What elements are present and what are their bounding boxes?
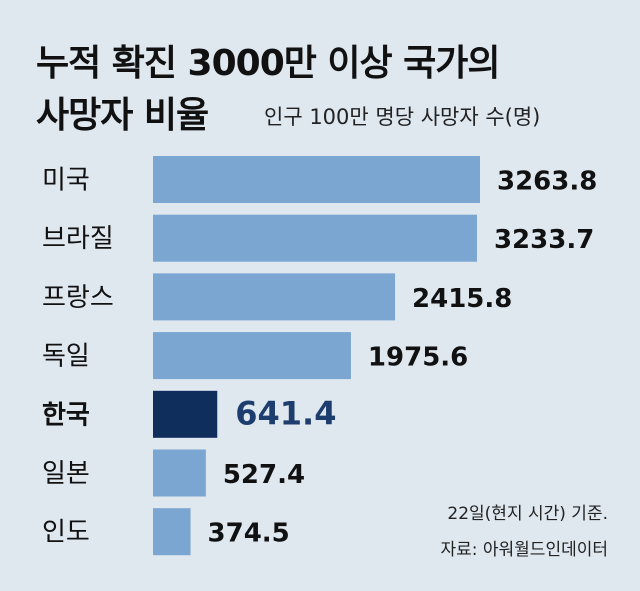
value-label-2: 2415.8 bbox=[412, 284, 512, 314]
chart-title-line-1: 누적 확진 3000만 이상 국가의 bbox=[36, 43, 501, 84]
chart-title-line-2: 사망자 비율 bbox=[36, 95, 209, 136]
category-label-6: 인도 bbox=[42, 518, 90, 548]
value-label-1: 3233.7 bbox=[494, 225, 594, 255]
bar-0 bbox=[153, 156, 480, 203]
chart-notes: 22일(현지 시간) 기준. 자료: 아워월드인데이터 bbox=[440, 496, 608, 568]
value-label-6: 374.5 bbox=[208, 519, 290, 549]
value-label-3: 1975.6 bbox=[368, 343, 468, 373]
bar-3 bbox=[153, 332, 351, 380]
chart-subtitle: 인구 100만 명당 사망자 수(명) bbox=[264, 105, 541, 129]
category-label-0: 미국 bbox=[42, 166, 90, 196]
bar-5 bbox=[153, 449, 206, 497]
category-label-3: 독일 bbox=[42, 342, 90, 372]
bar-1 bbox=[153, 214, 477, 262]
value-label-4: 641.4 bbox=[235, 394, 336, 432]
value-label-5: 527.4 bbox=[223, 460, 305, 490]
bar-2 bbox=[153, 273, 396, 321]
category-label-5: 일본 bbox=[42, 459, 90, 489]
note-date: 22일(현지 시간) 기준. bbox=[447, 504, 608, 524]
value-label-0: 3263.8 bbox=[497, 167, 597, 197]
bar-6 bbox=[153, 508, 191, 556]
note-source: 자료: 아워월드인데이터 bbox=[440, 540, 608, 560]
bar-4 bbox=[153, 390, 218, 438]
category-label-1: 브라질 bbox=[42, 224, 114, 254]
category-label-4: 한국 bbox=[42, 400, 90, 430]
category-label-2: 프랑스 bbox=[42, 283, 114, 313]
